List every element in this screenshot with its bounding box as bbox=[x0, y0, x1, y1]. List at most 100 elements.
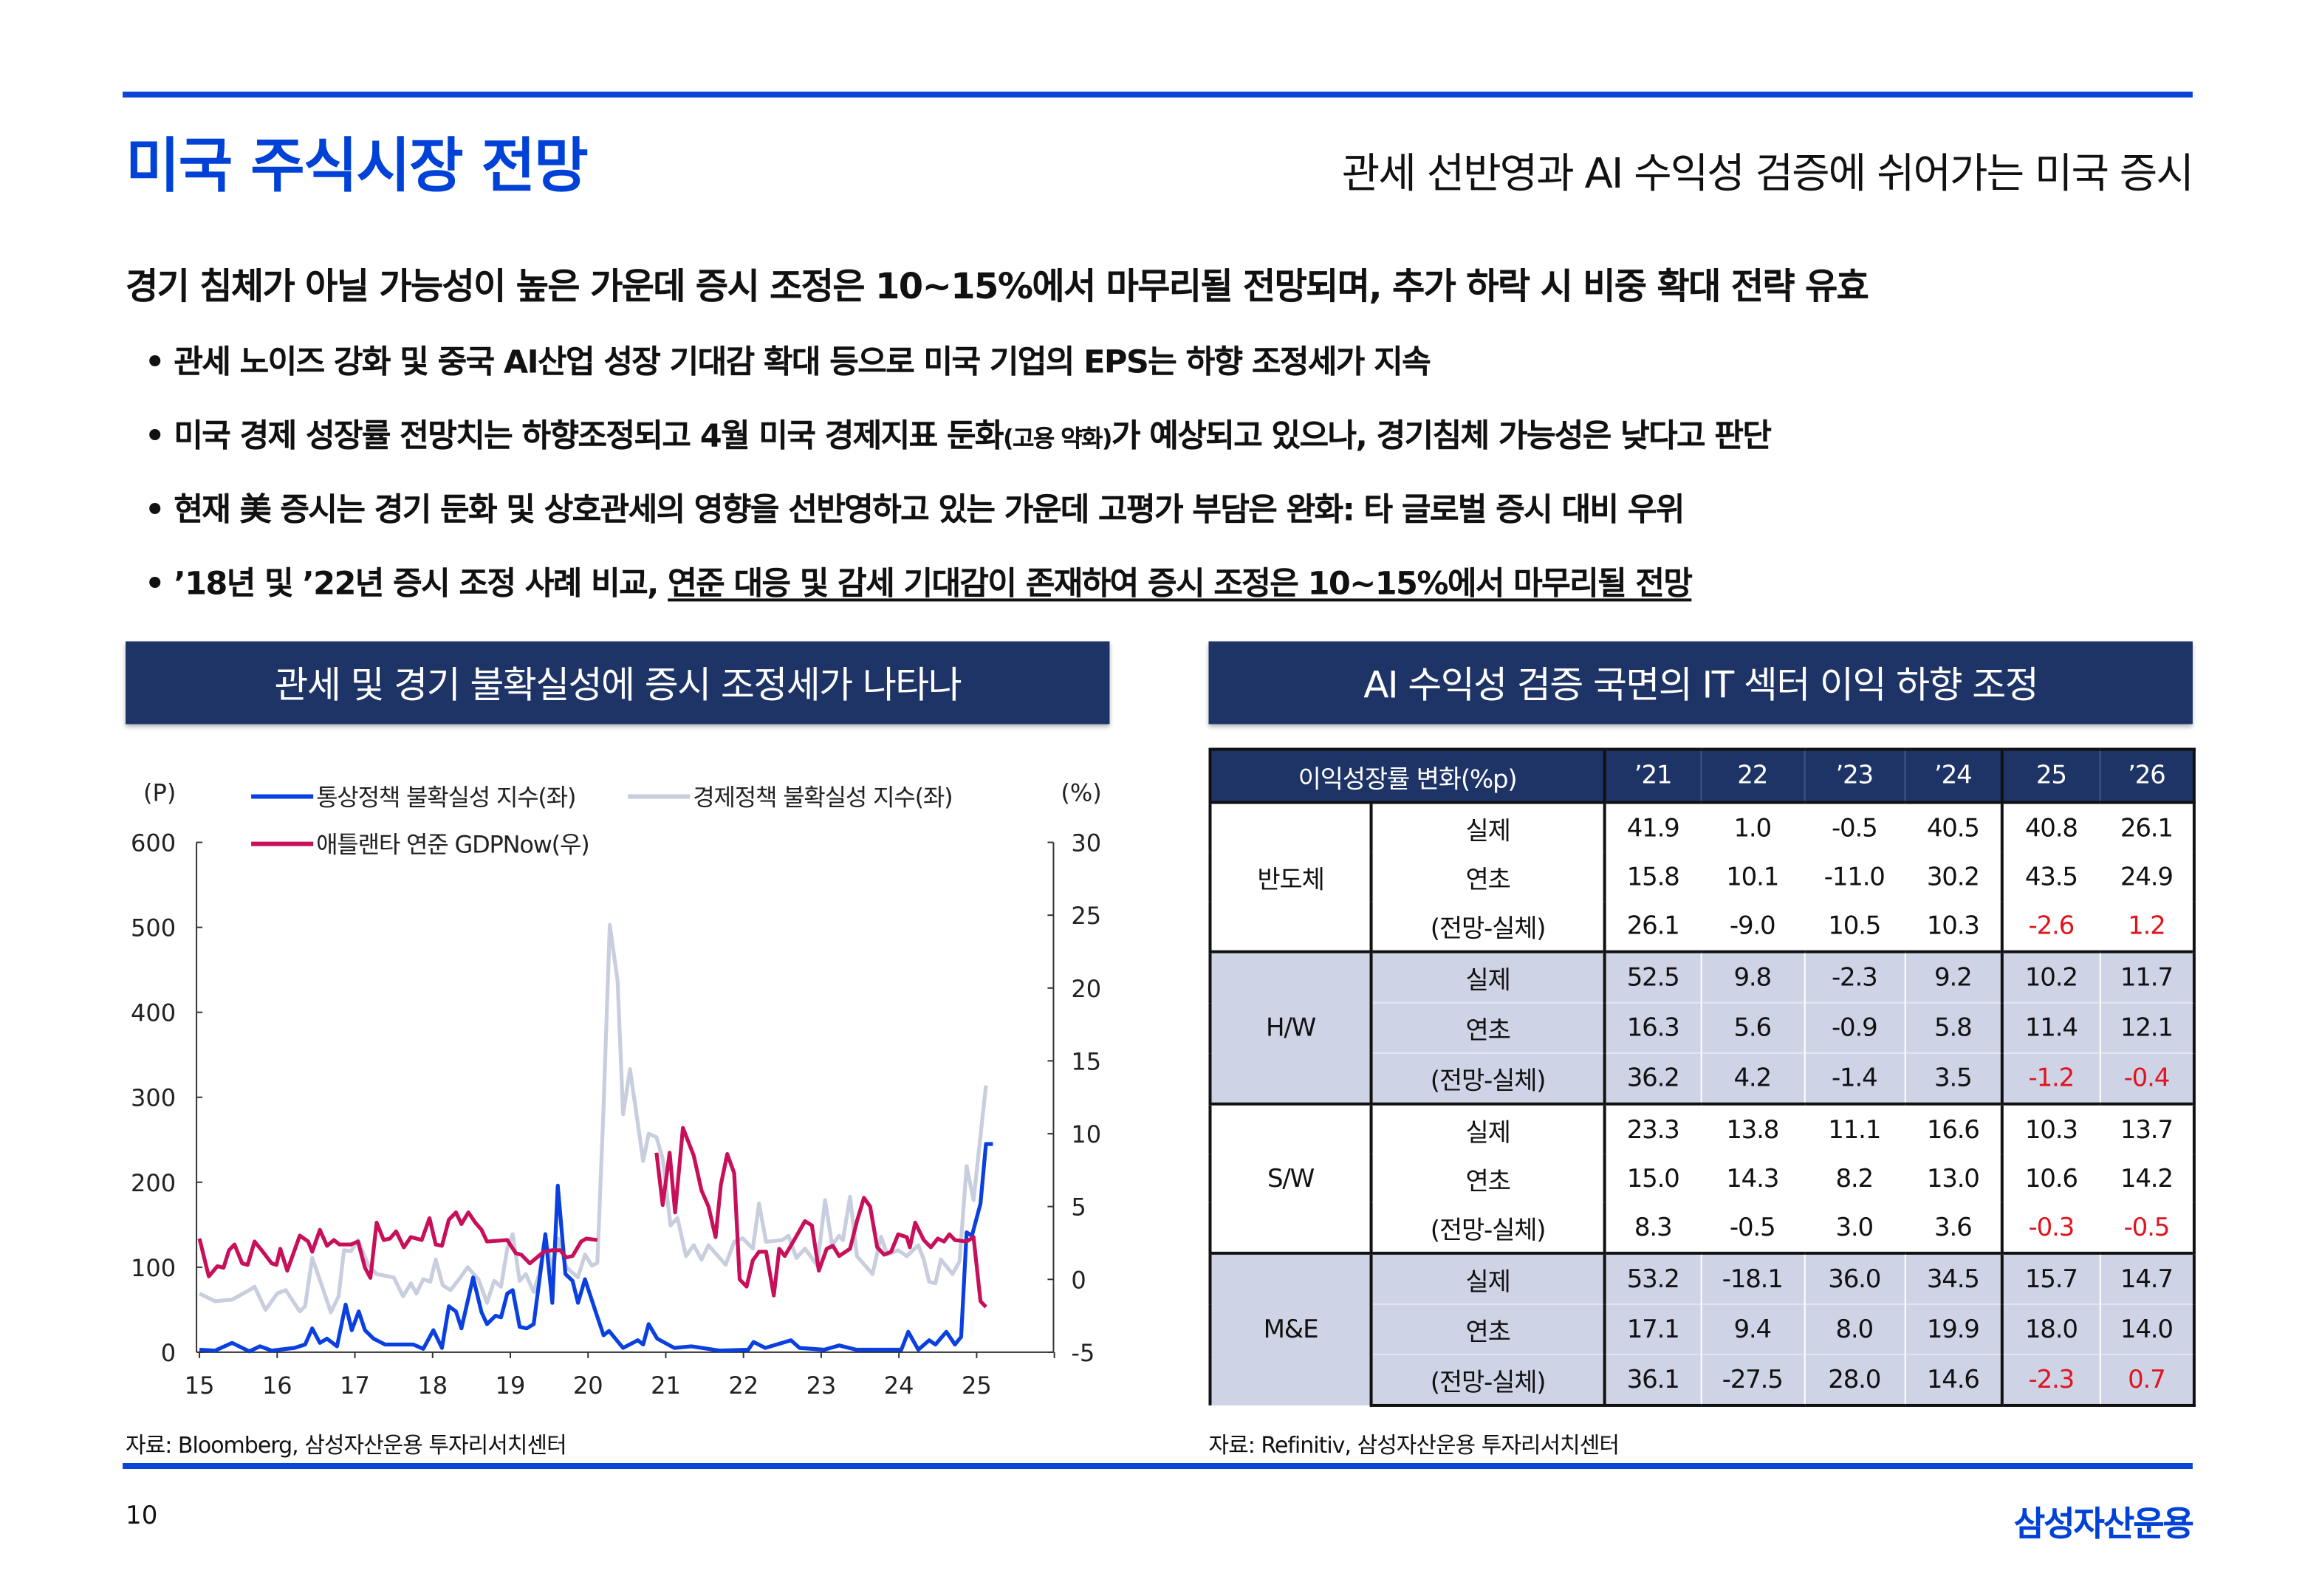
right-tick-label: 0 bbox=[1071, 1266, 1086, 1294]
table-cell: 14.2 bbox=[2099, 1154, 2196, 1203]
table-cell: 1.2 bbox=[2099, 901, 2196, 952]
left-tick-label: 400 bbox=[131, 999, 176, 1027]
row-label: 실제 bbox=[1371, 1102, 1606, 1154]
table-cell: 13.0 bbox=[1904, 1154, 2003, 1203]
table-cell: -0.4 bbox=[2099, 1052, 2196, 1104]
uncertainty-chart: 0 100 200 300 400 500 600 -5 0 5 10 15 20 25 30 15 16 17 1… bbox=[131, 779, 1102, 1400]
table-cell: 43.5 bbox=[2000, 852, 2100, 902]
table-cell: -0.5 bbox=[1804, 801, 1905, 853]
bullet-4-emphasis: 연준 대응 및 감세 기대감이 존재하여 증시 조정은 10~15%에서 마무리… bbox=[668, 566, 1693, 603]
row-label: 연초 bbox=[1371, 1001, 1606, 1053]
table-cell: 10.3 bbox=[2000, 1102, 2100, 1154]
row-label: 연초 bbox=[1371, 852, 1606, 902]
table-cell: 16.3 bbox=[1604, 1001, 1702, 1053]
x-tick-label: 25 bbox=[962, 1371, 992, 1400]
table-cell: 34.5 bbox=[1904, 1251, 2003, 1304]
table-cell: 28.0 bbox=[1804, 1353, 1905, 1407]
table-cell: 8.0 bbox=[1804, 1303, 1905, 1354]
row-label: 실제 bbox=[1371, 1251, 1606, 1304]
table-row: H/W 실제 52.5 9.8 -2.3 9.2 10.2 11.7 bbox=[1208, 950, 2196, 1104]
x-tick-label: 17 bbox=[340, 1371, 370, 1400]
table-cell: -2.3 bbox=[1804, 950, 1905, 1003]
table-cell: -0.3 bbox=[2000, 1202, 2100, 1253]
table-cell: 11.4 bbox=[2000, 1001, 2100, 1053]
table-row: 연초 15.8 10.1 -11.0 30.2 43.5 24.9 bbox=[1210, 852, 2196, 902]
table-cell: 14.7 bbox=[2099, 1251, 2196, 1304]
table-cell: 3.5 bbox=[1904, 1052, 2003, 1104]
x-tick-label: 22 bbox=[728, 1371, 758, 1400]
table-cell: 17.1 bbox=[1604, 1303, 1702, 1354]
right-tick-label: 5 bbox=[1071, 1193, 1086, 1222]
legend-label: 경제정책 불확실성 지수(좌) bbox=[693, 784, 952, 812]
eps-growth-table: 이익성장률 변화(%p) ’21 22 ’23 ’24 25 ’26 반도체 실제… bbox=[1208, 747, 2196, 1407]
right-tick-label: 25 bbox=[1071, 902, 1101, 930]
table-cell: -27.5 bbox=[1700, 1353, 1805, 1407]
row-label: 연초 bbox=[1371, 1303, 1606, 1354]
table-cell: 9.8 bbox=[1700, 950, 1805, 1003]
row-label: 실제 bbox=[1371, 801, 1606, 853]
table-row: 연초 17.1 9.4 8.0 19.9 18.0 14.0 bbox=[1210, 1303, 2196, 1354]
table-cell: 14.6 bbox=[1904, 1353, 2003, 1407]
table-cell: 10.2 bbox=[2000, 950, 2100, 1003]
bullet-4-text-a: • ’18년 및 ’22년 증시 조정 사례 비교, bbox=[145, 566, 668, 603]
right-tick-label: 20 bbox=[1071, 975, 1101, 1003]
table-cell: 40.5 bbox=[1904, 801, 2003, 853]
table-cell: 30.2 bbox=[1904, 852, 2003, 902]
left-source: 자료: Bloomberg, 삼성자산운용 투자리서치센터 bbox=[126, 1431, 567, 1459]
right-panel-title: AI 수익성 검증 국면의 IT 섹터 이익 하향 조정 bbox=[1208, 641, 2193, 725]
legend-label: 통상정책 불확실성 지수(좌) bbox=[316, 784, 575, 812]
right-tick-label: 30 bbox=[1071, 829, 1101, 857]
table-header-year: ’23 bbox=[1804, 747, 1905, 804]
table-cell: 3.0 bbox=[1804, 1202, 1905, 1253]
left-tick-label: 500 bbox=[131, 914, 176, 942]
right-tick-label: -5 bbox=[1071, 1339, 1095, 1367]
table-cell: 26.1 bbox=[2099, 801, 2196, 853]
right-axis-unit: (%) bbox=[1061, 779, 1101, 807]
series-line-1 bbox=[198, 922, 988, 1315]
page-subtitle: 관세 선반영과 AI 수익성 검증에 쉬어가는 미국 증시 bbox=[1341, 149, 2194, 199]
bullet-1: • 관세 노이즈 강화 및 중국 AI산업 성장 기대감 확대 등으로 미국 기… bbox=[145, 344, 1431, 382]
left-tick-label: 600 bbox=[131, 829, 176, 857]
table-cell: 10.6 bbox=[2000, 1154, 2100, 1203]
table-cell: 36.0 bbox=[1804, 1251, 1905, 1304]
table-cell: 26.1 bbox=[1604, 901, 1702, 952]
row-label: (전망-실체) bbox=[1371, 1202, 1606, 1253]
table-header-year: ’21 bbox=[1604, 747, 1702, 804]
right-tick-label: 15 bbox=[1071, 1047, 1101, 1075]
bullet-4: • ’18년 및 ’22년 증시 조정 사례 비교, 연준 대응 및 감세 기대… bbox=[145, 558, 1693, 604]
table-cell: 13.7 bbox=[2099, 1102, 2196, 1154]
table-header-year: ’24 bbox=[1904, 747, 2004, 804]
page-title: 미국 주식시장 전망 bbox=[126, 133, 589, 202]
right-tick-label: 10 bbox=[1071, 1120, 1101, 1148]
table-cell: 10.5 bbox=[1804, 901, 1905, 952]
table-cell: 36.1 bbox=[1604, 1353, 1702, 1407]
x-tick-label: 18 bbox=[417, 1371, 448, 1400]
series-line-2 bbox=[197, 1210, 598, 1280]
table-cell: 15.7 bbox=[2000, 1251, 2100, 1304]
x-tick-label: 19 bbox=[496, 1371, 526, 1400]
table-cell: 0.7 bbox=[2099, 1353, 2196, 1407]
table-cell: -0.5 bbox=[2099, 1202, 2196, 1253]
headline: 경기 침체가 아닐 가능성이 높은 가운데 증시 조정은 10~15%에서 마무… bbox=[126, 266, 1869, 308]
table-row: (전망-실체) 36.1 -27.5 28.0 14.6 -2.3 0.7 bbox=[1210, 1353, 2196, 1407]
table-cell: -2.3 bbox=[2000, 1353, 2100, 1407]
left-tick-label: 0 bbox=[161, 1339, 176, 1367]
table-cell: -1.2 bbox=[2000, 1052, 2100, 1104]
sector-label: M&E bbox=[1208, 1251, 1373, 1405]
left-tick-label: 200 bbox=[131, 1169, 176, 1197]
table-cell: 10.1 bbox=[1700, 852, 1805, 902]
table-cell: 5.6 bbox=[1700, 1001, 1805, 1053]
page-number: 10 bbox=[126, 1501, 158, 1532]
bullet-2-note: (고용 약화) bbox=[1002, 424, 1113, 453]
series-line-2 bbox=[654, 1126, 987, 1309]
left-panel-title: 관세 및 경기 불확실성에 증시 조정세가 나타나 bbox=[126, 641, 1110, 725]
table-header-year: 25 bbox=[2001, 747, 2100, 804]
table-cell: 1.0 bbox=[1700, 801, 1805, 853]
bullet-3: • 현재 美 증시는 경기 둔화 및 상호관세의 영향을 선반영하고 있는 가운… bbox=[145, 492, 1685, 530]
table-cell: 24.9 bbox=[2099, 852, 2196, 902]
table-cell: 23.3 bbox=[1604, 1102, 1702, 1154]
row-label: 실제 bbox=[1371, 950, 1606, 1003]
sector-label: 반도체 bbox=[1208, 801, 1373, 952]
table-row: 연초 15.0 14.3 8.2 13.0 10.6 14.2 bbox=[1210, 1154, 2196, 1203]
